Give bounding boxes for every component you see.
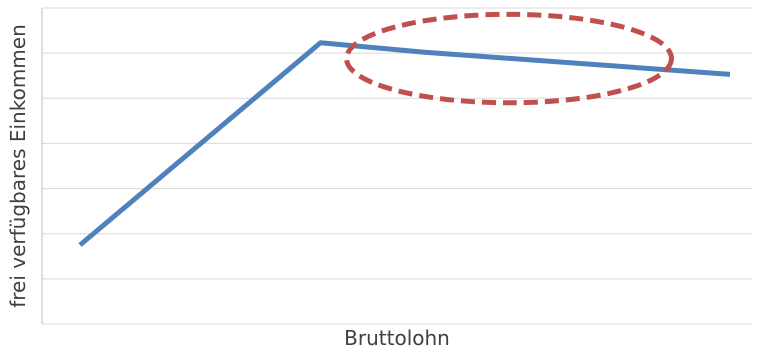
gridlines bbox=[42, 7, 752, 325]
x-axis-title: Bruttolohn bbox=[344, 326, 450, 350]
y-axis-title: frei verfügbares Einkommen bbox=[6, 24, 30, 308]
highlight-ellipse bbox=[344, 11, 674, 106]
series-line bbox=[78, 40, 731, 247]
y-axis-title-container: frei verfügbares Einkommen bbox=[0, 8, 36, 324]
